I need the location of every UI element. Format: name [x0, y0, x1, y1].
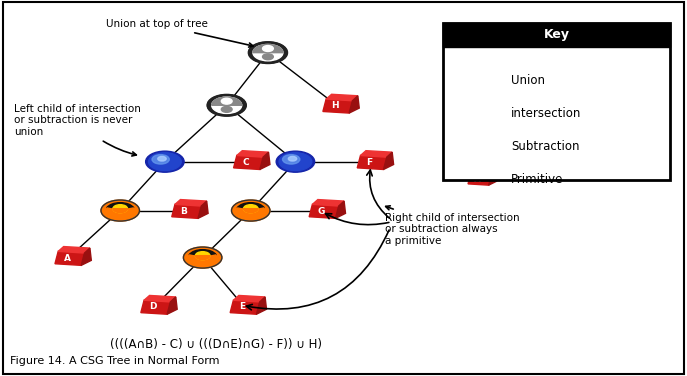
Text: Right child of intersection
or subtraction always
a primitive: Right child of intersection or subtracti… [385, 206, 519, 246]
Polygon shape [256, 297, 267, 314]
Text: Subtraction: Subtraction [511, 139, 580, 153]
Circle shape [212, 97, 242, 114]
Circle shape [464, 138, 494, 154]
Circle shape [464, 105, 494, 121]
Polygon shape [58, 247, 90, 253]
Text: D: D [149, 302, 157, 311]
Text: Left child of intersection
or subtraction is never
union: Left child of intersection or subtractio… [14, 104, 141, 156]
Wedge shape [467, 74, 491, 80]
Polygon shape [167, 297, 177, 314]
Text: Primitive: Primitive [511, 173, 563, 185]
Wedge shape [468, 111, 490, 119]
Polygon shape [81, 248, 91, 265]
Circle shape [262, 45, 273, 52]
Circle shape [466, 139, 492, 153]
Circle shape [158, 156, 166, 161]
Circle shape [473, 142, 480, 146]
Polygon shape [237, 151, 269, 157]
Circle shape [467, 74, 491, 86]
Wedge shape [189, 250, 216, 258]
Circle shape [262, 54, 273, 60]
Wedge shape [243, 209, 258, 213]
Wedge shape [195, 256, 210, 260]
Polygon shape [172, 205, 201, 218]
Circle shape [253, 44, 283, 61]
Polygon shape [55, 252, 85, 265]
Circle shape [473, 108, 484, 115]
Circle shape [183, 247, 222, 268]
Circle shape [243, 205, 258, 213]
Polygon shape [361, 151, 392, 157]
Text: C: C [243, 158, 249, 167]
Circle shape [475, 81, 483, 86]
Wedge shape [473, 112, 484, 115]
Polygon shape [335, 201, 346, 218]
Polygon shape [309, 205, 339, 218]
Circle shape [148, 153, 181, 171]
Circle shape [279, 153, 312, 171]
Polygon shape [488, 171, 497, 185]
Circle shape [146, 151, 184, 172]
Polygon shape [198, 201, 208, 218]
Circle shape [289, 156, 297, 161]
Wedge shape [189, 255, 216, 265]
Circle shape [469, 141, 482, 148]
Text: G: G [317, 206, 325, 215]
Polygon shape [234, 156, 263, 170]
Text: H: H [331, 101, 339, 110]
Circle shape [475, 74, 483, 79]
Circle shape [152, 155, 169, 164]
Circle shape [101, 200, 139, 221]
Wedge shape [468, 107, 490, 113]
Polygon shape [230, 300, 260, 314]
Text: Union at top of tree: Union at top of tree [106, 20, 253, 47]
Wedge shape [253, 44, 283, 53]
Circle shape [207, 95, 246, 116]
Text: Union: Union [511, 73, 545, 86]
Text: Key: Key [543, 28, 570, 41]
Circle shape [276, 151, 315, 172]
Polygon shape [260, 152, 270, 170]
Text: A: A [474, 175, 481, 184]
Wedge shape [237, 208, 264, 218]
Circle shape [464, 72, 494, 88]
Polygon shape [349, 96, 359, 113]
Polygon shape [234, 296, 265, 302]
Text: F: F [366, 158, 372, 167]
Polygon shape [326, 94, 358, 101]
Wedge shape [237, 203, 264, 211]
Circle shape [232, 200, 270, 221]
Polygon shape [141, 300, 170, 314]
Wedge shape [106, 203, 134, 211]
Wedge shape [106, 208, 134, 218]
Text: Figure 14. A CSG Tree in Normal Form: Figure 14. A CSG Tree in Normal Form [10, 356, 220, 366]
Wedge shape [212, 97, 242, 105]
Wedge shape [113, 209, 128, 213]
Text: B: B [181, 206, 188, 215]
Bar [443, 23, 670, 47]
Circle shape [195, 252, 210, 260]
Text: intersection: intersection [511, 106, 581, 120]
Polygon shape [313, 200, 344, 206]
Text: E: E [239, 302, 245, 311]
Bar [443, 23, 670, 180]
Circle shape [113, 205, 128, 213]
Polygon shape [175, 200, 207, 206]
Polygon shape [323, 99, 352, 113]
Circle shape [221, 98, 232, 104]
Text: ((((A∩B) - C) ∪ (((D∩E)∩G) - F)) ∪ H): ((((A∩B) - C) ∪ (((D∩E)∩G) - F)) ∪ H) [111, 338, 322, 350]
Circle shape [249, 42, 287, 63]
Polygon shape [144, 296, 176, 302]
Polygon shape [471, 170, 495, 176]
Polygon shape [468, 174, 491, 185]
Polygon shape [383, 152, 394, 170]
Circle shape [282, 155, 300, 164]
Circle shape [221, 106, 232, 112]
Text: A: A [64, 253, 71, 262]
Polygon shape [357, 156, 387, 170]
